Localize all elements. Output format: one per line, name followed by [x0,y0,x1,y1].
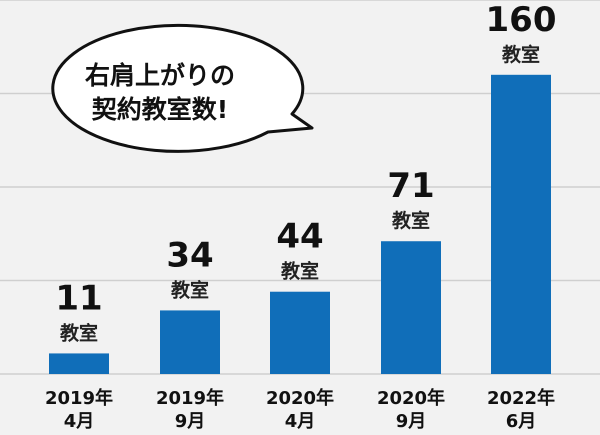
x-tick-label: 6月 [506,411,537,432]
bar [491,74,551,375]
bubble-title-line-1: 右肩上がりの [85,61,235,90]
speech-bubble-shape [51,23,314,153]
bubble-title-line-2: 契約教室数! [92,95,228,124]
value-unit-label: 教室 [60,321,98,344]
bars [49,74,551,375]
value-label: 71 [387,166,434,206]
value-unit-label: 教室 [171,278,209,301]
value-labels: 11 教室 34 教室 44 教室 71 教室 160 教室 [55,0,556,344]
x-tick-label: 4月 [64,411,95,432]
value-unit-label: 教室 [502,43,540,66]
x-tick-label: 2022年 [487,387,555,409]
x-tick-label: 4月 [285,411,316,432]
value-label: 11 [55,278,102,318]
speech-bubble: 右肩上がりの 契約教室数! [51,23,314,153]
bar [160,310,220,374]
x-tick-label: 2019年 [156,387,224,409]
value-label: 44 [276,217,323,257]
x-tick-label: 9月 [396,411,427,432]
x-tick-label: 2020年 [377,387,445,409]
value-unit-label: 教室 [392,209,430,232]
value-label: 34 [166,235,213,275]
x-tick-label: 2020年 [266,387,334,409]
bar [49,353,109,374]
bar [270,291,330,374]
value-label: 160 [486,0,557,40]
x-tick-label: 9月 [175,411,206,432]
bar [381,241,441,374]
x-tick-label: 2019年 [45,387,113,409]
value-unit-label: 教室 [281,260,319,283]
